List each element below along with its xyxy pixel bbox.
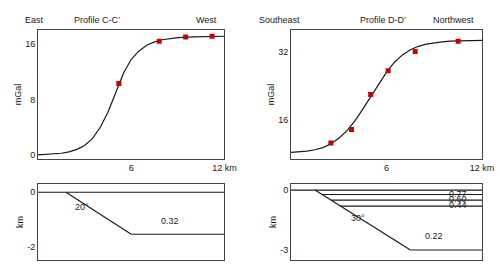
svg-text:mGal: mGal xyxy=(13,84,23,106)
svg-text:-3: -3 xyxy=(280,245,288,255)
svg-text:East: East xyxy=(25,15,44,25)
svg-text:6: 6 xyxy=(129,163,134,173)
svg-text:0.60: 0.60 xyxy=(449,194,467,204)
svg-text:0.44: 0.44 xyxy=(449,200,467,210)
svg-text:0.22: 0.22 xyxy=(425,231,443,241)
svg-text:West: West xyxy=(196,15,217,25)
svg-text:0: 0 xyxy=(30,150,35,160)
svg-text:20°: 20° xyxy=(75,202,89,212)
svg-text:12 km: 12 km xyxy=(212,163,237,173)
svg-text:0.32: 0.32 xyxy=(161,216,179,226)
svg-text:0.77: 0.77 xyxy=(449,189,467,199)
svg-text:Northwest: Northwest xyxy=(433,15,474,25)
svg-text:30°: 30° xyxy=(351,213,365,223)
svg-text:Profile D-D’: Profile D-D’ xyxy=(360,15,406,25)
svg-text:6: 6 xyxy=(384,163,389,173)
svg-text:12 km: 12 km xyxy=(470,163,495,173)
svg-text:8: 8 xyxy=(30,95,35,105)
svg-text:32: 32 xyxy=(278,47,288,57)
svg-text:Profile C-C’: Profile C-C’ xyxy=(74,15,120,25)
svg-text:Southeast: Southeast xyxy=(259,15,300,25)
svg-text:16: 16 xyxy=(278,115,288,125)
svg-text:km: km xyxy=(268,216,278,228)
svg-text:-2: -2 xyxy=(27,242,35,252)
svg-text:mGal: mGal xyxy=(266,84,276,106)
svg-text:km: km xyxy=(15,216,25,228)
svg-text:0: 0 xyxy=(30,187,35,197)
svg-text:0: 0 xyxy=(283,185,288,195)
svg-text:16: 16 xyxy=(25,39,35,49)
